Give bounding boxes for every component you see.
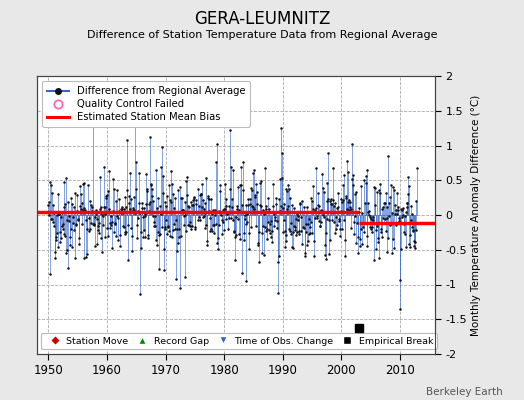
Text: GERA-LEUMNITZ: GERA-LEUMNITZ bbox=[194, 10, 330, 28]
Legend: Station Move, Record Gap, Time of Obs. Change, Empirical Break: Station Move, Record Gap, Time of Obs. C… bbox=[41, 333, 437, 349]
Y-axis label: Monthly Temperature Anomaly Difference (°C): Monthly Temperature Anomaly Difference (… bbox=[471, 94, 481, 336]
Text: Berkeley Earth: Berkeley Earth bbox=[427, 387, 503, 397]
Text: Difference of Station Temperature Data from Regional Average: Difference of Station Temperature Data f… bbox=[87, 30, 437, 40]
